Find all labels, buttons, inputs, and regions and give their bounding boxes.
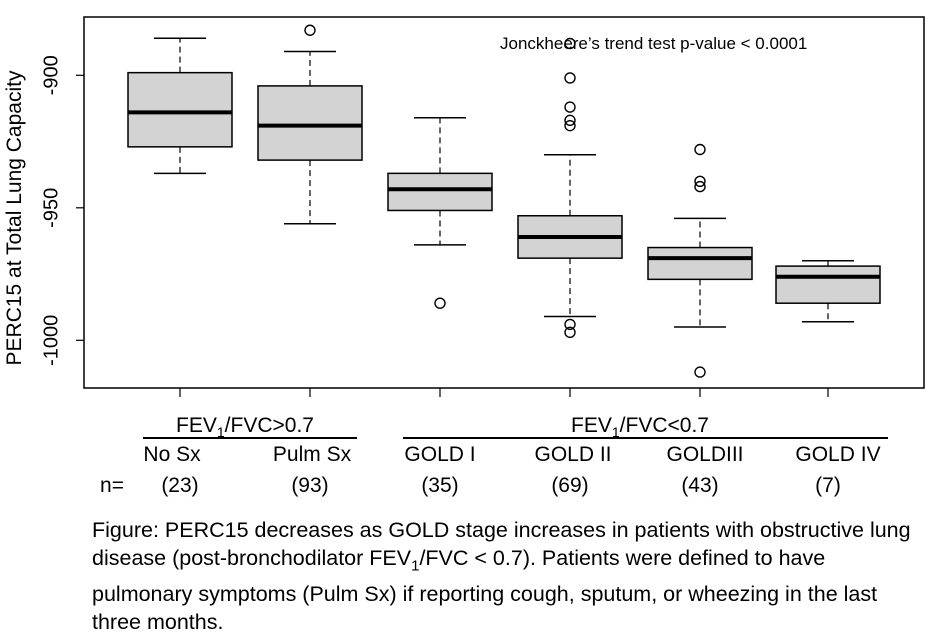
boxes-layer <box>127 24 881 378</box>
category-label: GOLD II <box>534 443 611 466</box>
outlier-point <box>564 114 576 127</box>
category-label: GOLDIII <box>666 443 743 466</box>
n-prefix: n= <box>100 474 124 497</box>
outlier-point <box>564 72 576 84</box>
n-label: (23) <box>161 474 198 497</box>
box-gold-ii <box>517 37 623 339</box>
category-label: No Sx <box>143 443 201 466</box>
iqr-box <box>257 85 363 161</box>
y-tick-label: -900 <box>40 55 62 95</box>
caption-subscript: 1 <box>411 557 420 575</box>
x-axis <box>179 388 829 397</box>
iqr-box <box>775 265 881 304</box>
outlier-point <box>434 297 446 309</box>
outlier-point <box>694 175 706 188</box>
outlier-point <box>694 180 706 193</box>
category-label: GOLD I <box>404 443 475 466</box>
outlier-point <box>564 326 576 339</box>
outlier-point <box>564 37 576 50</box>
iqr-box <box>127 71 233 148</box>
box-no-sx <box>127 37 233 175</box>
outlier-point <box>304 24 316 36</box>
y-axis-label: PERC15 at Total Lung Capacity <box>3 70 26 365</box>
box-pulm-sx <box>257 24 363 225</box>
outlier-point <box>694 143 706 156</box>
outlier-point <box>694 366 706 378</box>
box-gold-i <box>387 116 493 309</box>
n-label: (7) <box>815 474 841 497</box>
outlier-point <box>564 101 576 113</box>
caption-tail: /FVC < 0.7). Patients were defined to ha… <box>92 546 878 635</box>
iqr-box <box>387 172 493 212</box>
figure-caption: Figure: PERC15 decreases as GOLD stage i… <box>92 516 922 636</box>
iqr-box <box>647 246 753 281</box>
plot-frame <box>83 16 925 389</box>
group-label: FEV1/FVC>0.7 <box>176 414 314 440</box>
n-label: (69) <box>551 474 588 497</box>
group-labels: FEV1/FVC>0.7 FEV1/FVC<0.7 <box>143 414 888 440</box>
y-tick-label: -1000 <box>40 315 62 366</box>
y-axis: -900 -950 -1000 <box>40 55 84 366</box>
boxplot-chart: -900 -950 -1000 PERC15 at Total Lung Capac… <box>3 16 925 497</box>
caption-lead: Figure: PERC15 decreases as GOLD stage i… <box>92 518 911 570</box>
outlier-point <box>564 119 576 132</box>
box-gold-iv <box>775 260 881 323</box>
y-tick-label: -950 <box>40 188 62 228</box>
trend-test-annotation: Jonckheere’s trend test p-value < 0.0001 <box>500 34 807 53</box>
category-label: Pulm Sx <box>273 443 352 466</box>
category-labels: No Sx Pulm Sx GOLD I GOLD II GOLDIII GOLD IV <box>143 443 880 466</box>
group-label: FEV1/FVC<0.7 <box>571 414 709 440</box>
n-label: (35) <box>421 474 458 497</box>
outlier-point <box>564 318 576 331</box>
n-label: (43) <box>681 474 718 497</box>
n-label: (93) <box>291 474 328 497</box>
box-goldiii <box>647 143 753 378</box>
n-labels: n= (23) (93) (35) (69) (43) (7) <box>100 474 841 497</box>
category-label: GOLD IV <box>795 443 880 466</box>
